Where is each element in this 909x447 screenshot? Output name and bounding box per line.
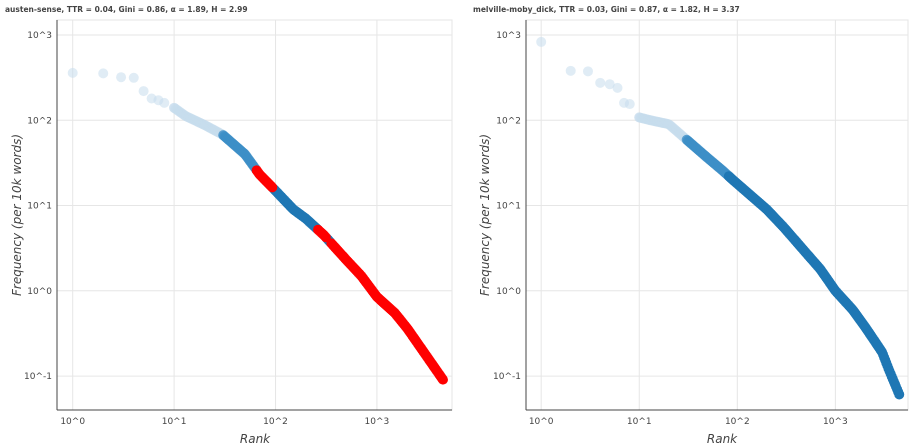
x-axis-label: Rank — [707, 432, 738, 446]
data-point — [536, 36, 547, 47]
grid-lines — [57, 20, 452, 410]
y-tick-label: 10^1 — [27, 202, 52, 212]
grid-lines — [526, 20, 908, 410]
x-tick-label: 10^3 — [365, 417, 390, 427]
data-point — [604, 79, 615, 90]
data-points — [536, 36, 905, 400]
plot-area — [525, 19, 909, 411]
data-points — [67, 67, 448, 385]
y-tick-label: 10^0 — [496, 287, 521, 297]
plot-area — [56, 19, 453, 411]
y-tick-label: 10^1 — [496, 202, 521, 212]
data-point — [582, 66, 593, 77]
y-tick-label: 10^2 — [496, 116, 521, 126]
data-point — [116, 72, 127, 83]
y-tick-label: 10^-1 — [493, 372, 521, 382]
x-axis-label: Rank — [240, 432, 271, 446]
data-point — [894, 389, 905, 400]
y-tick-label: 10^3 — [27, 31, 52, 41]
data-point — [98, 68, 109, 79]
x-tick-label: 10^0 — [60, 417, 85, 427]
y-axis-label: Frequency (per 10k words) — [10, 134, 24, 296]
y-ticks: 10^-1 10^0 10^1 10^2 10^3 — [493, 31, 521, 382]
highlighted-point — [267, 182, 278, 193]
data-point — [565, 65, 576, 76]
data-point — [138, 86, 149, 97]
x-tick-label: 10^3 — [823, 417, 848, 427]
data-point — [595, 77, 606, 88]
data-point — [67, 67, 78, 78]
x-tick-label: 10^2 — [263, 417, 288, 427]
chart-title: melville-moby_dick, TTR = 0.03, Gini = 0… — [473, 5, 740, 14]
data-point — [159, 97, 170, 108]
y-tick-label: 10^0 — [27, 287, 52, 297]
y-tick-label: 10^-1 — [24, 372, 52, 382]
y-tick-label: 10^3 — [496, 31, 521, 41]
x-ticks: 10^0 10^1 10^2 10^3 — [60, 417, 389, 427]
data-point — [624, 99, 635, 110]
x-tick-label: 10^1 — [162, 417, 187, 427]
y-axis-label: Frequency (per 10k words) — [478, 134, 492, 296]
x-tick-label: 10^1 — [627, 417, 652, 427]
data-point — [612, 82, 623, 93]
chart-title: austen-sense, TTR = 0.04, Gini = 0.86, α… — [5, 5, 248, 14]
data-point — [128, 72, 139, 83]
y-ticks: 10^-1 10^0 10^1 10^2 10^3 — [24, 31, 52, 382]
chart-panel-melville-moby-dick: melville-moby_dick, TTR = 0.03, Gini = 0… — [473, 5, 909, 446]
y-tick-label: 10^2 — [27, 116, 52, 126]
x-ticks: 10^0 10^1 10^2 10^3 — [529, 417, 848, 427]
chart-panel-austen-sense: austen-sense, TTR = 0.04, Gini = 0.86, α… — [5, 5, 453, 446]
x-tick-label: 10^0 — [529, 417, 554, 427]
x-tick-label: 10^2 — [725, 417, 750, 427]
highlighted-point — [437, 374, 448, 385]
